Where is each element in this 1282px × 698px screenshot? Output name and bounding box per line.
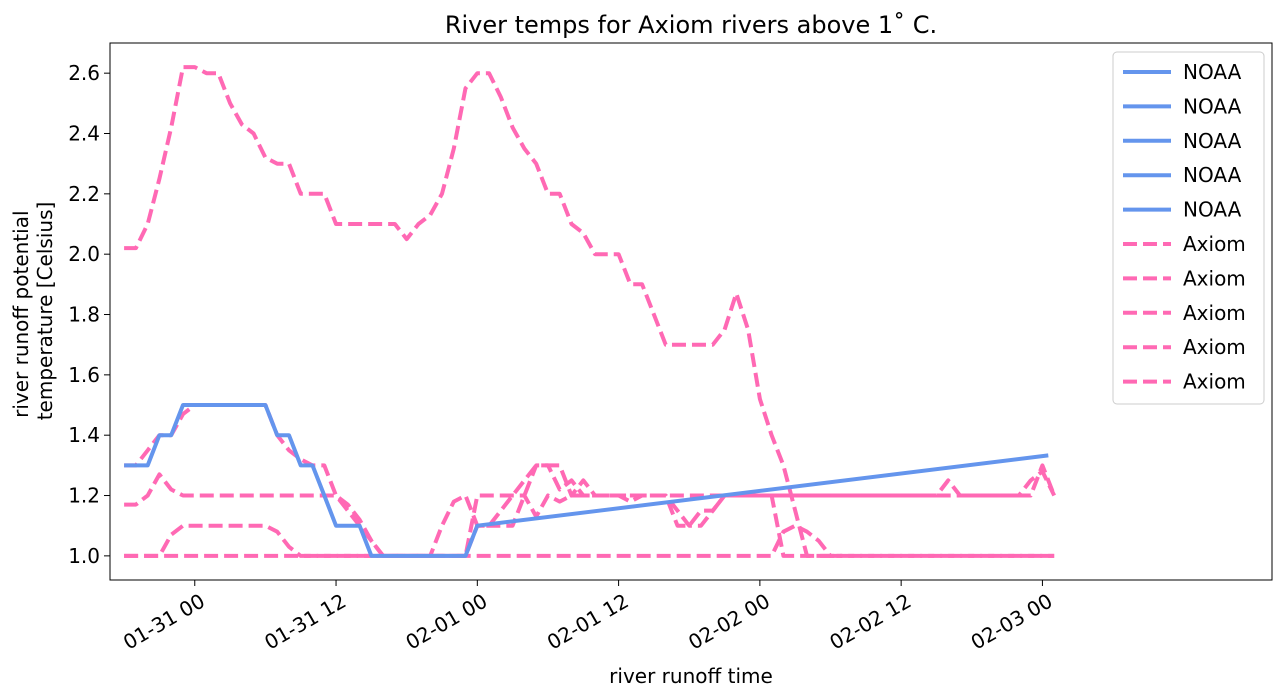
- y-axis-label: river runoff potential temperature [Cels…: [9, 202, 57, 421]
- legend-label: NOAA: [1183, 198, 1242, 222]
- legend-label: NOAA: [1183, 129, 1242, 153]
- y-tick-label: 2.4: [68, 122, 100, 146]
- y-tick-label: 1.6: [68, 363, 100, 387]
- legend: NOAA NOAA NOAA NOAA NOAA Axiom Axiom Axiom Axiom…: [1112, 51, 1265, 405]
- y-tick-label: 2.6: [68, 61, 100, 85]
- series-line-axiom: [124, 403, 1056, 558]
- plot-area: [109, 42, 1273, 581]
- x-axis-label: river runoff time: [609, 664, 773, 688]
- axes-frame: [109, 42, 1273, 581]
- legend-label: NOAA: [1183, 163, 1242, 187]
- legend-label: Axiom: [1183, 335, 1246, 359]
- legend-label: NOAA: [1183, 60, 1242, 84]
- y-axis-label-line-2: temperature [Celsius]: [33, 202, 57, 421]
- series-line-noaa: [124, 403, 1049, 558]
- y-tick-label: 2.0: [68, 242, 100, 266]
- legend-label: Axiom: [1183, 370, 1246, 394]
- legend-label: Axiom: [1183, 266, 1246, 290]
- y-axis-label-line-1: river runoff potential: [9, 210, 33, 417]
- y-tick-label: 1.2: [68, 484, 100, 508]
- y-tick-label: 2.2: [68, 182, 100, 206]
- series-line-axiom: [124, 523, 1055, 558]
- legend-label: Axiom: [1183, 301, 1246, 325]
- y-tick-label: 1.8: [68, 303, 100, 327]
- legend-label: Axiom: [1183, 232, 1246, 256]
- legend-label: NOAA: [1183, 94, 1242, 118]
- series-line-axiom: [124, 463, 1057, 558]
- series-layer: [124, 65, 1057, 558]
- y-tick-label: 1.4: [68, 423, 100, 447]
- chart-title: River temps for Axiom rivers above 1˚ C.: [445, 11, 937, 39]
- y-tick-label: 1.0: [68, 544, 100, 568]
